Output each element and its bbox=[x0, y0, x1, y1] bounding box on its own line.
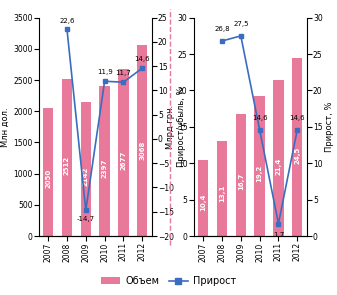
Bar bbox=[236, 114, 246, 236]
Bar bbox=[292, 58, 302, 236]
Text: 2142: 2142 bbox=[83, 166, 89, 186]
Text: 14,6: 14,6 bbox=[134, 56, 150, 62]
Y-axis label: Прирост, %: Прирост, % bbox=[326, 101, 334, 152]
Y-axis label: Млрд грн.: Млрд грн. bbox=[166, 105, 175, 149]
Text: 1,7: 1,7 bbox=[273, 232, 284, 238]
Text: 2512: 2512 bbox=[64, 156, 70, 175]
Bar bbox=[81, 102, 91, 236]
Text: 16,7: 16,7 bbox=[238, 173, 244, 190]
Text: 22,6: 22,6 bbox=[59, 17, 75, 24]
Text: 24,5: 24,5 bbox=[294, 147, 300, 164]
Text: 2677: 2677 bbox=[120, 151, 126, 171]
Bar bbox=[99, 86, 110, 236]
Text: 3068: 3068 bbox=[139, 140, 145, 160]
Bar bbox=[198, 160, 208, 236]
Text: 19,2: 19,2 bbox=[257, 165, 263, 182]
Text: -14,7: -14,7 bbox=[77, 216, 95, 222]
Bar bbox=[254, 96, 265, 236]
Text: 21,4: 21,4 bbox=[275, 157, 281, 175]
Text: 27,5: 27,5 bbox=[233, 21, 249, 27]
Text: 13,1: 13,1 bbox=[219, 184, 225, 202]
Legend: Объем, Прирост: Объем, Прирост bbox=[97, 272, 240, 290]
Text: 2397: 2397 bbox=[102, 159, 108, 178]
Bar bbox=[118, 69, 129, 236]
Text: 10,4: 10,4 bbox=[200, 193, 206, 211]
Text: 14,6: 14,6 bbox=[252, 115, 268, 121]
Bar bbox=[273, 80, 284, 236]
Text: 2050: 2050 bbox=[45, 169, 51, 188]
Bar bbox=[62, 79, 72, 236]
Text: 26,8: 26,8 bbox=[214, 26, 230, 32]
Text: 14,6: 14,6 bbox=[289, 115, 305, 121]
Bar bbox=[137, 45, 147, 236]
Text: 11,9: 11,9 bbox=[97, 69, 113, 76]
Text: 11,7: 11,7 bbox=[116, 71, 131, 76]
Bar bbox=[217, 141, 227, 236]
Y-axis label: Млн дол.: Млн дол. bbox=[1, 107, 10, 147]
Bar bbox=[43, 108, 53, 236]
Y-axis label: Прирост/убыль, %: Прирост/убыль, % bbox=[177, 87, 186, 167]
